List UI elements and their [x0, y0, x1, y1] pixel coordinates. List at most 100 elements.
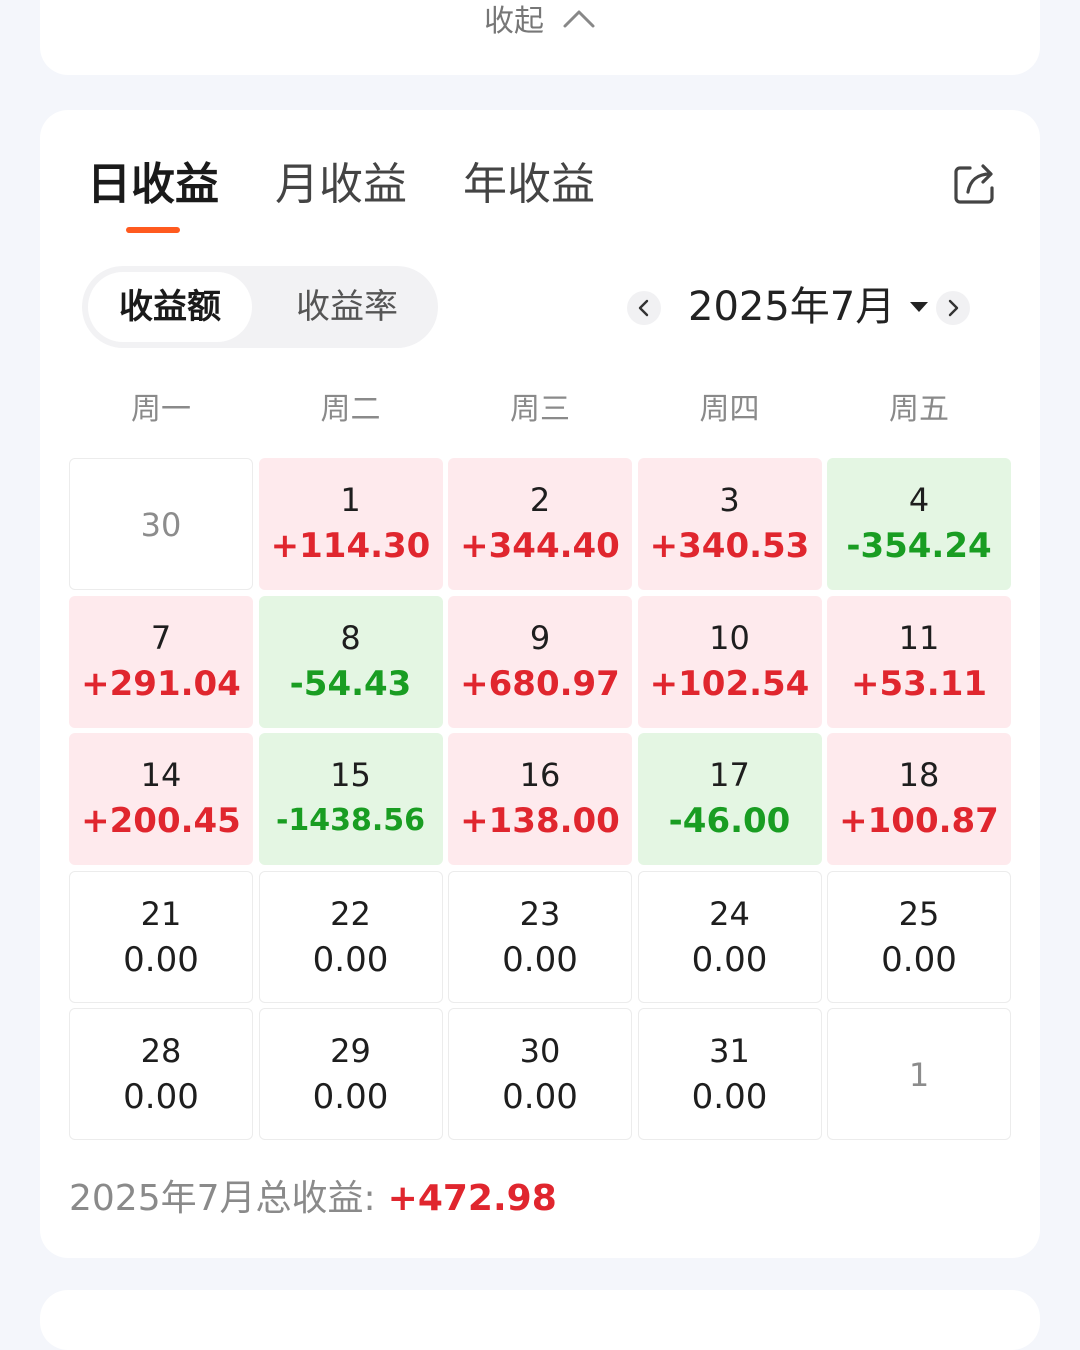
day-number: 30 [519, 1032, 561, 1070]
segment-amount[interactable]: 收益额 [88, 272, 252, 342]
day-number: 11 [898, 618, 940, 657]
day-earnings: +340.53 [649, 526, 810, 566]
calendar-day-cell[interactable]: 17 -46.00 [637, 733, 822, 865]
day-number: 28 [140, 1032, 182, 1070]
day-number: 17 [709, 756, 750, 794]
tab-monthly-earnings[interactable]: 月收益 [275, 159, 407, 210]
day-earnings: +680.97 [460, 663, 620, 704]
calendar-grid: 30 1 +114.30 2 +344.40 3 +340.53 4 -354.24 7 +291.… [69, 458, 1011, 1140]
day-number: 7 [150, 618, 172, 657]
weekday-label: 周四 [699, 392, 760, 427]
calendar-day-cell[interactable]: 22 0.00 [258, 870, 443, 1003]
calendar-day-cell[interactable]: 14 +200.45 [69, 733, 253, 865]
day-number: 31 [709, 1032, 750, 1070]
calendar-day-cell[interactable]: 25 0.00 [827, 870, 1011, 1003]
next-card [40, 1290, 1040, 1350]
calendar-day-cell[interactable]: 15 -1438.56 [258, 733, 443, 865]
calendar-day-cell[interactable]: 8 -54.43 [258, 595, 443, 728]
calendar-day-cell[interactable]: 7 +291.04 [69, 595, 253, 728]
earnings-card: 日收益 月收益 年收益 收益额 收益率 2025年7月 周一 周二 周三 周四 周五 3… [40, 110, 1040, 1258]
calendar-day-cell[interactable]: 23 0.00 [448, 870, 632, 1003]
weekday-label: 周二 [320, 392, 381, 427]
collapse-button[interactable]: 收起 [40, 0, 1040, 39]
day-earnings: -46.00 [668, 801, 791, 841]
calendar-day-cell[interactable]: 31 0.00 [637, 1008, 822, 1140]
day-earnings: +138.00 [460, 801, 620, 841]
day-earnings: 0.00 [123, 1077, 199, 1117]
month-selector[interactable]: 2025年7月 [688, 282, 929, 332]
day-number: 8 [340, 618, 361, 657]
calendar-day-cell[interactable]: 10 +102.54 [637, 595, 822, 728]
day-earnings: -1438.56 [275, 803, 426, 838]
day-earnings: +200.45 [81, 801, 241, 841]
day-earnings: 0.00 [312, 939, 389, 980]
month-label: 2025年7月 [688, 284, 896, 330]
day-earnings: 0.00 [123, 939, 199, 980]
share-icon[interactable] [950, 160, 998, 208]
day-earnings: 0.00 [881, 939, 957, 980]
calendar-day-cell[interactable]: 16 +138.00 [448, 733, 632, 865]
calendar-day-cell[interactable]: 30 [69, 458, 253, 590]
day-earnings: +114.30 [270, 526, 431, 566]
day-number: 4 [908, 481, 930, 519]
calendar-day-cell[interactable]: 24 0.00 [637, 870, 822, 1003]
chevron-right-icon [948, 299, 959, 317]
earnings-tabs: 日收益 月收益 年收益 [87, 155, 595, 233]
day-number: 18 [898, 756, 940, 794]
day-earnings: +102.54 [649, 663, 810, 704]
day-number: 15 [330, 756, 371, 794]
day-number: 24 [709, 894, 750, 933]
weekday-label: 周三 [510, 392, 570, 427]
day-number: 2 [529, 481, 551, 519]
tab-yearly-earnings[interactable]: 年收益 [463, 159, 595, 210]
day-number: 23 [519, 894, 561, 933]
metric-toggle: 收益额 收益率 [82, 266, 438, 348]
caret-down-icon [910, 302, 929, 312]
day-number: 22 [330, 894, 371, 933]
day-number: 3 [719, 481, 740, 519]
prev-month-button[interactable] [627, 291, 661, 325]
day-earnings: 0.00 [502, 939, 578, 980]
day-number: 21 [140, 894, 182, 933]
day-earnings: 0.00 [502, 1077, 578, 1117]
calendar-day-cell[interactable]: 29 0.00 [258, 1008, 443, 1140]
day-earnings: 0.00 [312, 1077, 389, 1117]
day-number: 1 [908, 1056, 930, 1094]
day-earnings: 0.00 [691, 939, 768, 980]
tab-daily-earnings[interactable]: 日收益 [87, 155, 219, 233]
weekday-label: 周五 [889, 392, 949, 427]
day-earnings: -54.43 [289, 663, 412, 704]
day-earnings: +100.87 [839, 801, 999, 841]
day-earnings: +291.04 [81, 663, 241, 704]
calendar-day-cell[interactable]: 2 +344.40 [448, 458, 632, 590]
day-number: 30 [140, 506, 182, 544]
calendar-day-cell[interactable]: 28 0.00 [69, 1008, 253, 1140]
chevron-left-icon [638, 299, 649, 317]
top-card: 收起 [40, 0, 1040, 75]
day-number: 25 [898, 894, 940, 933]
day-number: 9 [529, 618, 551, 657]
day-number: 1 [340, 481, 361, 519]
monthly-total: 2025年7月总收益: +472.98 [69, 1174, 557, 1224]
chevron-up-icon [563, 10, 595, 28]
day-earnings: 0.00 [691, 1077, 768, 1117]
calendar-day-cell[interactable]: 3 +340.53 [637, 458, 822, 590]
monthly-total-label: 2025年7月总收益: [69, 1178, 376, 1219]
weekday-label: 周一 [131, 392, 191, 427]
calendar-day-cell[interactable]: 4 -354.24 [827, 458, 1011, 590]
day-number: 14 [140, 756, 182, 794]
weekday-header: 周一 周二 周三 周四 周五 [69, 390, 1011, 430]
calendar-day-cell[interactable]: 1 [827, 1008, 1011, 1140]
day-number: 29 [330, 1032, 371, 1070]
next-month-button[interactable] [936, 291, 970, 325]
calendar-day-cell[interactable]: 1 +114.30 [258, 458, 443, 590]
calendar-day-cell[interactable]: 30 0.00 [448, 1008, 632, 1140]
calendar-day-cell[interactable]: 11 +53.11 [827, 595, 1011, 728]
collapse-label: 收起 [484, 4, 544, 39]
day-earnings: +344.40 [460, 526, 620, 566]
segment-rate[interactable]: 收益率 [296, 287, 398, 327]
calendar-day-cell[interactable]: 18 +100.87 [827, 733, 1011, 865]
calendar-day-cell[interactable]: 9 +680.97 [448, 595, 632, 728]
calendar-day-cell[interactable]: 21 0.00 [69, 870, 253, 1003]
day-earnings: -354.24 [846, 526, 992, 566]
